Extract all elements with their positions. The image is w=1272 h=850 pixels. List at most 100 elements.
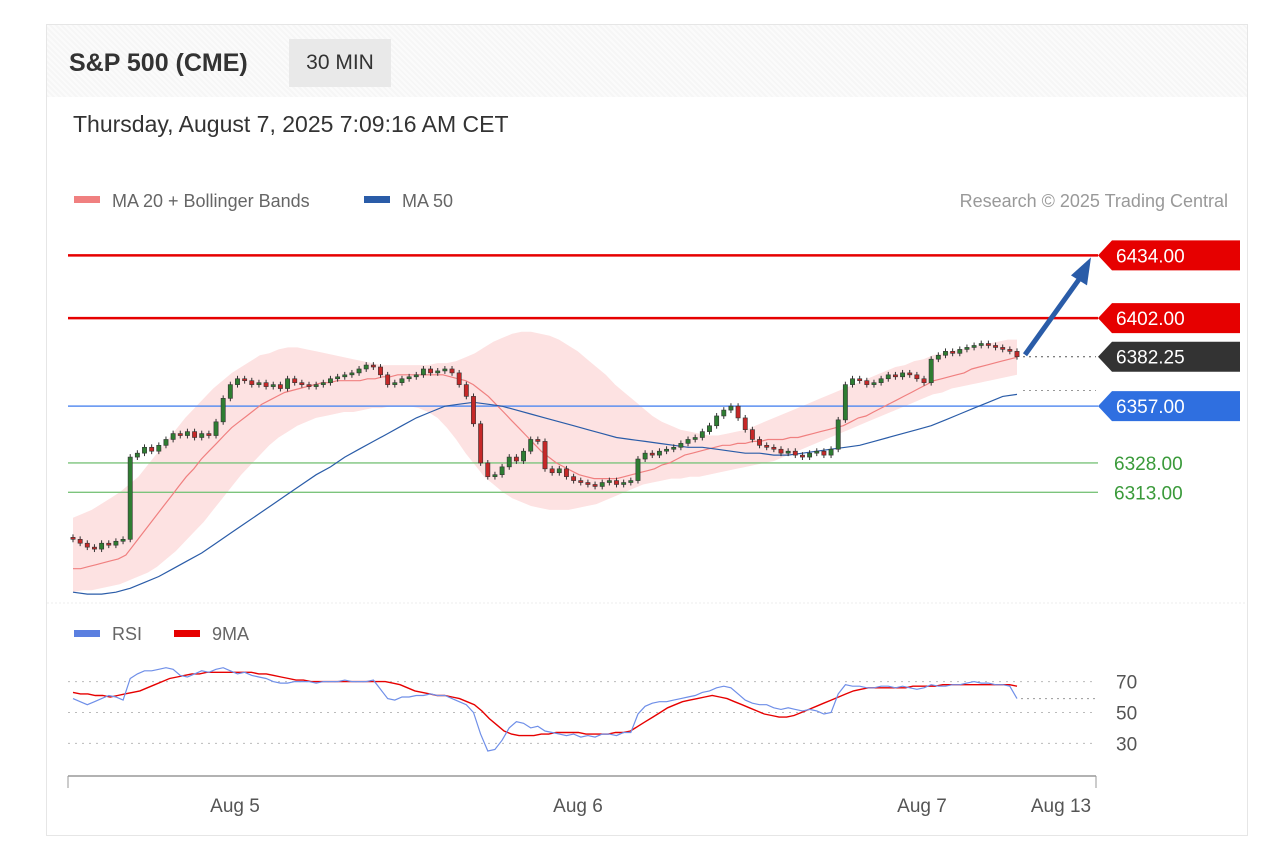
candle-body — [213, 421, 219, 436]
candle-body — [399, 378, 405, 383]
candle-body — [642, 452, 648, 460]
candle-body — [728, 405, 734, 411]
candle-body — [649, 452, 655, 456]
candle-body — [420, 368, 426, 376]
candle-body — [685, 439, 691, 444]
candle-body — [349, 372, 355, 376]
candle-body — [943, 351, 948, 356]
rsi-legend-label: RSI — [112, 624, 142, 644]
candle-body — [92, 546, 97, 550]
candle-body — [184, 431, 190, 436]
candle-body — [413, 374, 419, 378]
candle-body — [814, 450, 820, 454]
x-tick-label: Aug 13 — [1031, 796, 1091, 817]
candle-body — [1000, 347, 1006, 350]
candle-body — [842, 384, 848, 421]
ma9-legend-label: 9MA — [212, 624, 249, 644]
candle-body — [742, 417, 748, 430]
candle-body — [699, 431, 705, 438]
candle-body — [199, 433, 205, 438]
candle-body — [492, 474, 498, 477]
candle-body — [735, 405, 741, 419]
candle-body — [528, 439, 534, 452]
pivot-level-tag — [1098, 391, 1240, 422]
candle-body — [485, 462, 491, 477]
ma50-legend-label: MA 50 — [402, 191, 453, 211]
candle-body — [206, 433, 212, 436]
candle-body — [320, 382, 326, 385]
candle-body — [614, 480, 619, 485]
candle-body — [177, 433, 183, 436]
rsi-line — [72, 667, 1018, 752]
candle-body — [70, 537, 76, 540]
candle-body — [235, 378, 240, 385]
candle-body — [506, 456, 512, 468]
candle-body — [292, 378, 298, 383]
candle-body — [828, 448, 834, 456]
ma9-line — [72, 671, 1018, 737]
candle-body — [714, 415, 720, 427]
candle-body — [985, 343, 991, 346]
ma50-swatch — [364, 196, 390, 203]
candle-body — [356, 368, 362, 374]
candle-body — [807, 452, 813, 458]
candle-body — [285, 378, 290, 389]
forecast-arrow-shaft — [1022, 277, 1082, 357]
candle-body — [771, 446, 777, 450]
candle-body — [892, 374, 898, 378]
candle-body — [792, 450, 798, 456]
candle-body — [707, 425, 712, 432]
candle-body — [978, 343, 984, 346]
candle-body — [885, 374, 891, 380]
candle-body — [270, 384, 276, 387]
candle-body — [957, 349, 963, 354]
timeframe-badge[interactable]: 30 MIN — [289, 39, 391, 87]
rsi-lines — [72, 667, 1096, 752]
last-level-tag — [1098, 341, 1240, 372]
candle-body — [835, 419, 841, 450]
candle-body — [993, 345, 998, 348]
rsi-tick-label: 50 — [1116, 703, 1137, 724]
candle-body — [921, 378, 927, 383]
pivot-level-label: 6357.00 — [1116, 397, 1185, 418]
candle-body — [928, 358, 934, 383]
candle-body — [192, 431, 198, 438]
candle-body — [914, 374, 920, 380]
candle-body — [449, 368, 455, 374]
copyright-text: Research © 2025 Trading Central — [960, 191, 1228, 211]
candle-body — [964, 347, 970, 350]
candle-body — [499, 466, 505, 475]
price-levels — [68, 254, 1098, 493]
forecast-arrow-head — [1071, 257, 1091, 286]
candle-body — [513, 456, 519, 462]
timestamp: Thursday, August 7, 2025 7:09:16 AM CET — [73, 111, 509, 137]
candle-body — [521, 450, 526, 462]
candle-body — [749, 429, 755, 440]
candle-body — [621, 482, 627, 485]
candle-body — [313, 384, 319, 387]
resistance-level-label: 6402.00 — [1116, 309, 1185, 330]
candle-body — [471, 396, 476, 425]
candle-body — [678, 443, 684, 448]
x-tick-label: Aug 7 — [897, 796, 947, 817]
candle-body — [378, 366, 383, 376]
candle-body — [227, 384, 233, 399]
candle-body — [478, 423, 484, 464]
candle-body — [599, 482, 605, 487]
candle-body — [113, 540, 119, 546]
candle-body — [134, 452, 140, 458]
candle-body — [385, 374, 391, 385]
candle-body — [256, 382, 262, 385]
candle-body — [156, 445, 162, 452]
candle-body — [406, 376, 412, 380]
support-level-label: 6313.00 — [1114, 483, 1183, 504]
candle-body — [656, 450, 662, 456]
ma50-line — [72, 393, 1018, 595]
candle-body — [242, 378, 248, 382]
candle-body — [442, 368, 448, 372]
resistance-level-tag — [1098, 240, 1240, 271]
candle-body — [900, 372, 906, 378]
candle-body — [556, 468, 562, 474]
x-axis: Aug 5 Aug 6 Aug 7 Aug 13 — [67, 775, 1097, 817]
candle-body — [99, 542, 105, 550]
